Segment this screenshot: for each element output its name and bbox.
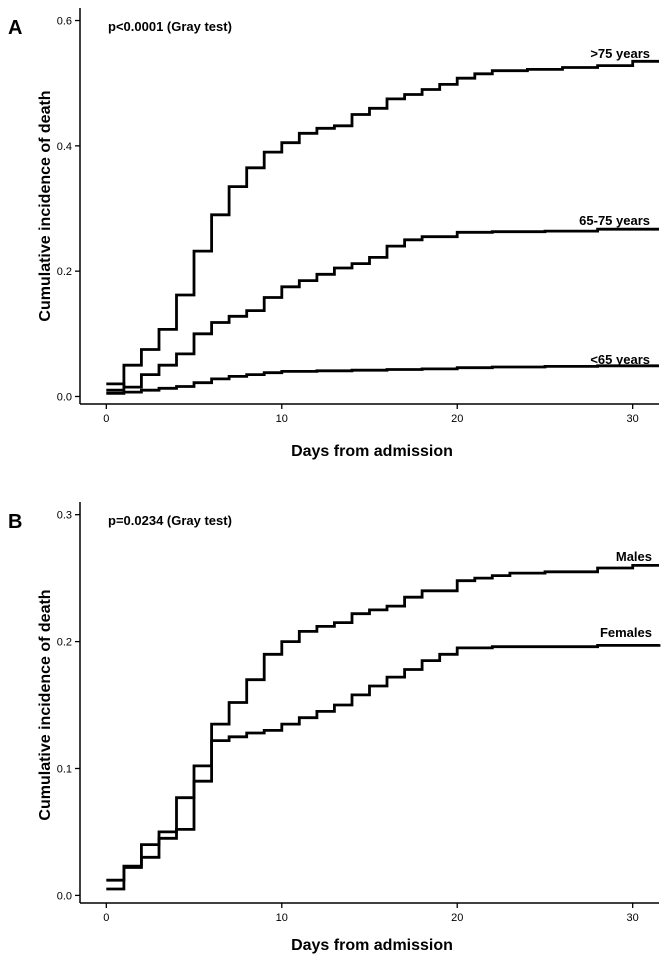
- panel-b-y-tick-label: 0.2: [57, 637, 72, 649]
- panel-a-x-tick-label: 10: [276, 413, 288, 425]
- series-label-65-75: 65-75 years: [579, 213, 650, 228]
- panel-a-x-ticks: 0 10 20 30: [103, 404, 639, 425]
- panel-a-y-ticks: 0.0 0.2 0.4 0.6: [57, 16, 80, 403]
- panel-b-y-tick-label: 0.3: [57, 510, 72, 522]
- panel-a-chart: A p<0.0001 (Gray test) Cumulative incide…: [8, 8, 659, 460]
- series-line-65-75-years: [106, 227, 659, 389]
- panel-b-x-tick-label: 0: [103, 912, 109, 924]
- panel-a-y-tick-label: 0.6: [57, 16, 72, 28]
- panel-b-letter: B: [8, 511, 22, 533]
- panel-a-y-tick-label: 0.2: [57, 266, 72, 278]
- series-line-males: [106, 564, 659, 882]
- panel-a-y-tick-label: 0.0: [57, 391, 72, 403]
- panel-b-x-axis-title: Days from admission: [291, 937, 453, 954]
- panel-b-y-tick-label: 0.0: [57, 890, 72, 902]
- panel-b-y-axis-title: Cumulative incidence of death: [37, 589, 54, 820]
- panel-a-x-tick-label: 20: [451, 413, 463, 425]
- panel-a-x-tick-label: 0: [103, 413, 109, 425]
- series-label-males: Males: [616, 549, 652, 564]
- panel-a-y-axis-title: Cumulative incidence of death: [37, 90, 54, 321]
- panel-b-x-ticks: 0 10 20 30: [103, 903, 639, 924]
- panel-a-letter: A: [8, 17, 22, 39]
- panel-b-gray-test-annotation: p=0.0234 (Gray test): [108, 513, 232, 528]
- panel-b-chart: B p=0.0234 (Gray test) Cumulative incide…: [8, 502, 661, 954]
- series-label-females: Females: [600, 625, 652, 640]
- panel-a-gray-test-annotation: p<0.0001 (Gray test): [108, 19, 232, 34]
- panel-a-x-tick-label: 30: [627, 413, 639, 425]
- series-line-over-75-years: [106, 59, 659, 392]
- panel-b-series: [106, 564, 661, 891]
- panel-b-y-tick-label: 0.1: [57, 763, 72, 775]
- panel-b-y-ticks: 0.0 0.1 0.2 0.3: [57, 510, 80, 902]
- panel-a-series: [106, 59, 659, 395]
- panel-a-x-axis-title: Days from admission: [291, 443, 453, 460]
- panel-a-y-tick-label: 0.4: [57, 141, 72, 153]
- panel-b-x-tick-label: 30: [627, 912, 639, 924]
- panel-b-x-tick-label: 10: [276, 912, 288, 924]
- series-label-under-65: <65 years: [590, 352, 650, 367]
- panel-b-x-tick-label: 20: [451, 912, 463, 924]
- series-label-over-75: >75 years: [590, 46, 650, 61]
- series-line-under-65-years: [106, 364, 659, 395]
- series-line-females: [106, 644, 661, 891]
